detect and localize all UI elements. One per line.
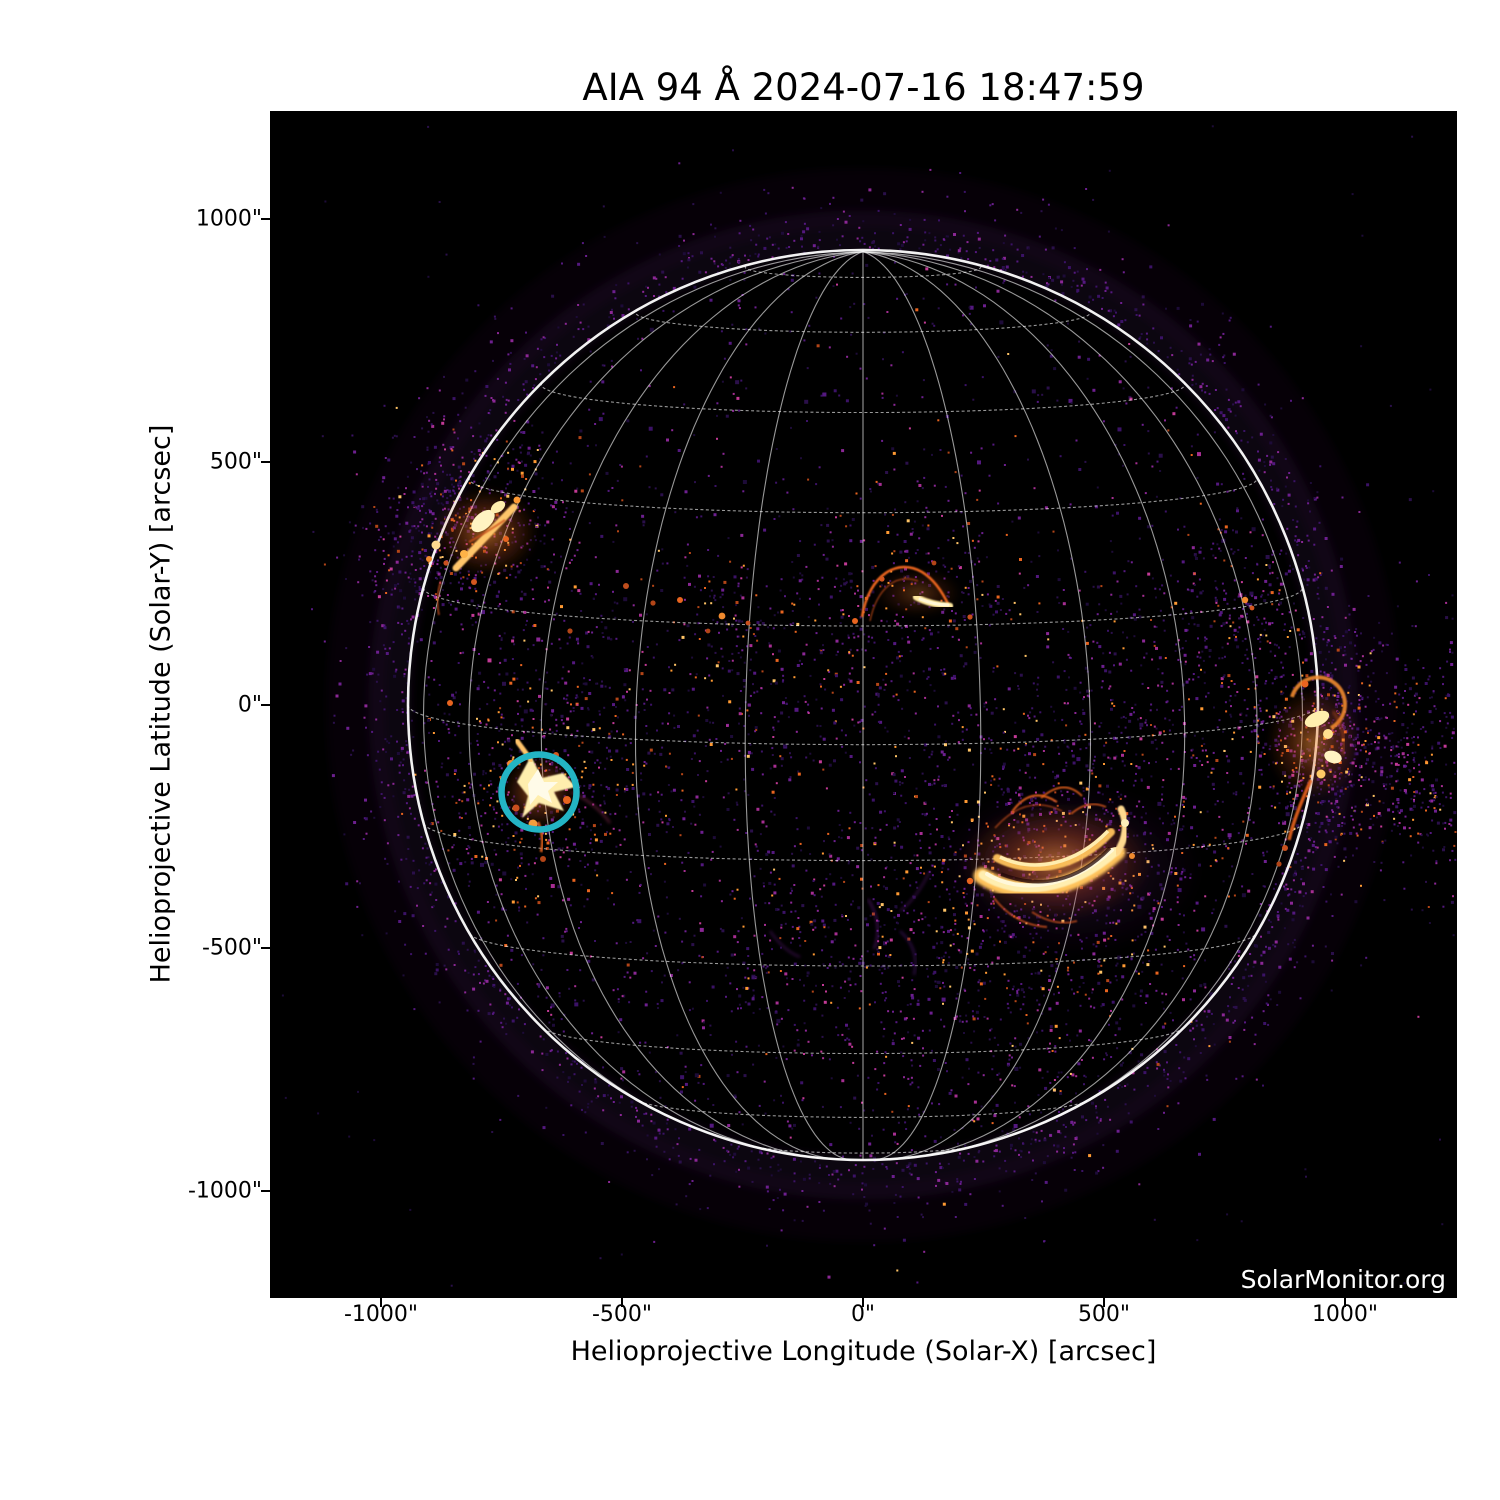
y-tick-mark bbox=[261, 1190, 270, 1192]
figure-title: AIA 94 Å 2024-07-16 18:47:59 bbox=[582, 66, 1145, 109]
x-tick-mark bbox=[380, 1298, 382, 1307]
y-tick-label: 500" bbox=[209, 449, 262, 475]
x-axis-label: Helioprojective Longitude (Solar-X) [arc… bbox=[570, 1336, 1157, 1367]
solar-image-plot: SolarMonitor.org bbox=[270, 111, 1457, 1298]
active-region bbox=[426, 488, 538, 616]
x-tick-mark bbox=[621, 1298, 623, 1307]
y-tick-label: 0" bbox=[237, 692, 262, 718]
active-regions bbox=[426, 488, 1359, 976]
solar-disk-image bbox=[281, 125, 1457, 1287]
x-tick-mark bbox=[862, 1298, 864, 1307]
heliographic-grid bbox=[407, 251, 1319, 1161]
x-tick-mark bbox=[1344, 1298, 1346, 1307]
active-region bbox=[1267, 675, 1359, 867]
y-tick-label: -1000" bbox=[187, 1178, 262, 1204]
active-region bbox=[852, 560, 973, 624]
y-tick-label: -500" bbox=[201, 935, 262, 961]
y-tick-mark bbox=[261, 218, 270, 220]
active-region bbox=[503, 738, 611, 862]
x-tick-mark bbox=[1103, 1298, 1105, 1307]
y-tick-label: 1000" bbox=[195, 206, 262, 232]
y-tick-mark bbox=[261, 947, 270, 949]
flare-marker-circle bbox=[498, 751, 580, 833]
y-tick-mark bbox=[261, 461, 270, 463]
faint-emission bbox=[447, 583, 1255, 976]
watermark: SolarMonitor.org bbox=[1240, 1265, 1446, 1294]
y-tick-mark bbox=[261, 704, 270, 706]
flare-marker bbox=[498, 751, 580, 833]
active-region bbox=[935, 781, 1205, 957]
